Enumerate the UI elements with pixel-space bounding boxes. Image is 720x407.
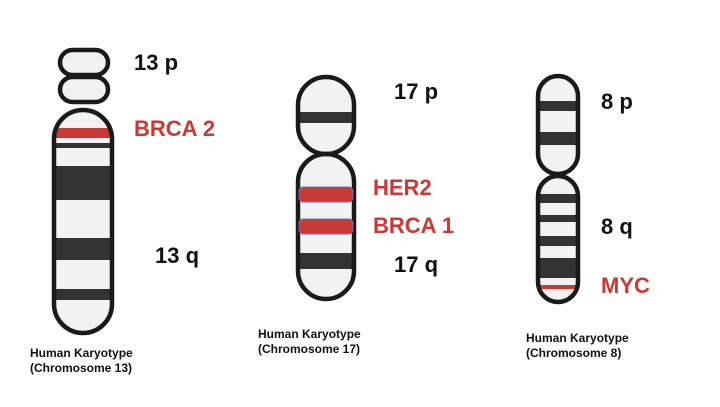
chr13-p-satellite-top (60, 50, 108, 75)
chr13-gene-label-brca2: BRCA 2 (134, 116, 216, 141)
chr8-p-arm (538, 76, 578, 174)
chr17-p-arm-label: 17 p (394, 79, 439, 104)
chr17-gene-label-her2: HER2 (373, 175, 432, 200)
chr8-band (538, 236, 578, 246)
chr8-q-arm-label: 8 q (601, 214, 633, 239)
chr8-band (538, 258, 578, 278)
chr8-band (538, 194, 578, 203)
caption-title: Human Karyotype (30, 346, 133, 360)
chr17-band (298, 112, 354, 123)
chr13-gene-band-brca2 (54, 128, 112, 138)
chr17-gene-band-brca1 (298, 218, 354, 235)
chr17-band (298, 253, 354, 269)
chr17-gene-label-brca1: BRCA 1 (373, 213, 455, 238)
chr13-band (54, 238, 112, 260)
chr8-p-arm-label: 8 p (601, 89, 633, 114)
chr17-caption: Human Karyotype (Chromosome 17) (258, 327, 361, 357)
chromosome-13 (51, 47, 115, 336)
caption-title: Human Karyotype (526, 331, 629, 345)
chr13-q-arm-label: 13 q (155, 243, 200, 268)
chr17-gene-band-her2 (298, 186, 354, 203)
chr13-band (54, 166, 112, 200)
chr13-caption: Human Karyotype (Chromosome 13) (30, 346, 133, 376)
chr13-p-satellite-bottom (60, 77, 108, 102)
chr17-q-arm-label: 17 q (394, 252, 439, 277)
chromosome-17 (295, 74, 357, 302)
chr13-band (54, 143, 112, 148)
chromosome-8 (535, 73, 581, 305)
chr8-caption: Human Karyotype (Chromosome 8) (526, 331, 629, 361)
chr13-p-arm-label: 13 p (134, 50, 179, 75)
chr13-q-arm (54, 110, 112, 333)
chr8-band (538, 132, 578, 145)
chr8-gene-band-myc (538, 285, 578, 289)
caption-title: Human Karyotype (258, 327, 361, 341)
caption-subtitle: (Chromosome 17) (258, 342, 361, 356)
caption-subtitle: (Chromosome 13) (30, 361, 133, 375)
chr8-gene-label-myc: MYC (601, 273, 650, 298)
caption-subtitle: (Chromosome 8) (526, 346, 622, 360)
chr8-band (538, 101, 578, 111)
chr8-band (538, 215, 578, 222)
chr13-band (54, 289, 112, 300)
